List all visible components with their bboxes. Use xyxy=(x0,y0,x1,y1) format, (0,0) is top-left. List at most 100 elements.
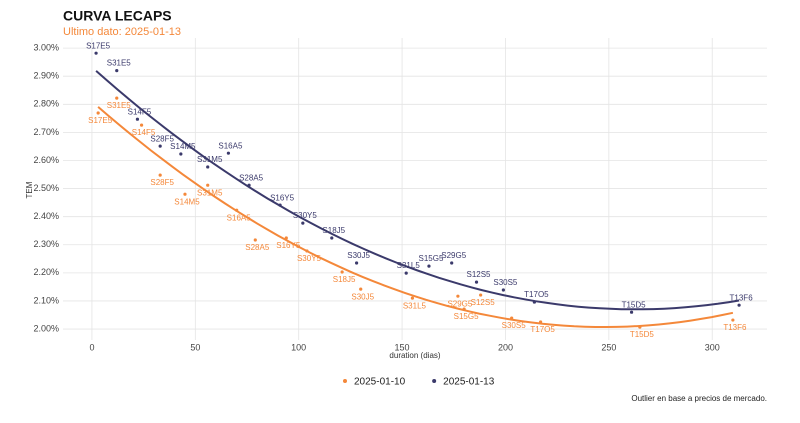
y-tick-label: 3.00% xyxy=(33,42,59,52)
point xyxy=(532,300,537,304)
point-label: S14M5 xyxy=(170,142,196,151)
point-label: S30J5 xyxy=(347,251,370,260)
point-label: S12S5 xyxy=(471,298,496,307)
point xyxy=(479,293,483,297)
point xyxy=(158,144,162,148)
point-label: S29G5 xyxy=(447,299,472,308)
point-label: S30Y5 xyxy=(297,254,322,263)
y-tick-label: 2.70% xyxy=(33,127,59,137)
point-label: S28A5 xyxy=(245,243,270,252)
point xyxy=(139,123,144,127)
point-label: S29G5 xyxy=(441,251,466,260)
point xyxy=(737,303,741,307)
point-label: S17E5 xyxy=(86,41,111,50)
point xyxy=(278,203,282,207)
x-tick-label: 300 xyxy=(705,342,720,352)
point xyxy=(115,68,119,73)
point xyxy=(539,320,543,324)
point xyxy=(450,261,454,265)
point-label: T13F6 xyxy=(723,323,747,332)
point xyxy=(179,152,183,156)
trend-line xyxy=(95,70,740,311)
point xyxy=(158,173,162,177)
x-tick-label: 150 xyxy=(395,342,410,352)
x-tick-label: 250 xyxy=(601,342,616,352)
point xyxy=(404,271,408,275)
legend-marker xyxy=(432,379,437,383)
caption: Outlier en base a precios de mercado. xyxy=(631,394,767,403)
point xyxy=(731,318,735,322)
point xyxy=(359,287,363,291)
point-label: S16A5 xyxy=(218,141,243,150)
point xyxy=(410,296,415,300)
point-label: S28A5 xyxy=(239,173,264,182)
y-tick-label: 2.20% xyxy=(33,267,59,277)
point-label: S28F5 xyxy=(150,178,174,187)
point xyxy=(284,236,288,240)
trend-line xyxy=(97,106,734,328)
point-label: S31M5 xyxy=(197,188,223,197)
y-tick-label: 2.50% xyxy=(33,183,59,193)
point xyxy=(501,288,505,292)
point xyxy=(462,307,466,311)
y-tick-label: 2.40% xyxy=(33,211,59,221)
point-label: T13F6 xyxy=(730,293,754,302)
point-label: S31M5 xyxy=(197,155,223,164)
point xyxy=(183,192,187,196)
point-label: S15G5 xyxy=(454,312,479,321)
point xyxy=(226,151,231,155)
legend-label: 2025-01-10 xyxy=(354,377,406,388)
legend-marker xyxy=(343,379,347,383)
point xyxy=(330,236,334,240)
point-label: S16Y5 xyxy=(276,241,301,250)
point xyxy=(340,270,344,274)
point xyxy=(206,165,210,169)
chart-title: CURVA LECAPS xyxy=(63,8,172,24)
point xyxy=(629,310,634,314)
point xyxy=(206,183,210,187)
point-label: S12S5 xyxy=(466,270,491,279)
point-label: S15G5 xyxy=(419,254,444,263)
point xyxy=(474,280,479,284)
point xyxy=(638,325,642,329)
legend-label: 2025-01-13 xyxy=(443,377,495,388)
point-label: S14F5 xyxy=(132,128,156,137)
x-tick-label: 50 xyxy=(190,342,200,352)
y-tick-label: 2.30% xyxy=(33,239,59,249)
x-tick-label: 200 xyxy=(498,342,513,352)
point-label: S14M5 xyxy=(174,197,200,206)
point-label: S31E5 xyxy=(107,101,132,110)
x-tick-label: 100 xyxy=(291,342,306,352)
point xyxy=(354,261,359,265)
point-label: S30S5 xyxy=(493,278,518,287)
point xyxy=(301,221,305,225)
point-label: S18J5 xyxy=(333,275,356,284)
y-tick-label: 2.60% xyxy=(33,155,59,165)
y-tick-label: 2.10% xyxy=(33,295,59,305)
point xyxy=(305,249,309,253)
point-label: T17O5 xyxy=(530,325,555,334)
point-label: T17O5 xyxy=(524,290,549,299)
y-tick-label: 2.00% xyxy=(33,323,59,333)
point-label: S31L5 xyxy=(397,261,421,270)
point-label: S14F5 xyxy=(128,107,152,116)
point-label: T15D5 xyxy=(622,300,647,309)
point-label: S17E5 xyxy=(88,116,113,125)
point xyxy=(427,264,431,268)
point-label: S30J5 xyxy=(351,292,374,301)
point-label: S31L5 xyxy=(403,301,427,310)
point xyxy=(510,316,514,320)
point-label: S16Y5 xyxy=(270,193,295,202)
y-tick-label: 2.80% xyxy=(33,99,59,109)
point xyxy=(456,294,460,298)
point xyxy=(253,238,257,242)
point-label: S30Y5 xyxy=(293,211,318,220)
point xyxy=(135,117,140,121)
chart-subtitle: Ultimo dato: 2025-01-13 xyxy=(63,26,181,38)
y-tick-label: 2.90% xyxy=(33,71,59,81)
y-axis-label: TEM xyxy=(25,181,34,198)
point-label: T15D5 xyxy=(630,330,655,339)
x-axis-label: duration (dias) xyxy=(389,351,440,360)
point-label: S16A5 xyxy=(227,213,252,222)
